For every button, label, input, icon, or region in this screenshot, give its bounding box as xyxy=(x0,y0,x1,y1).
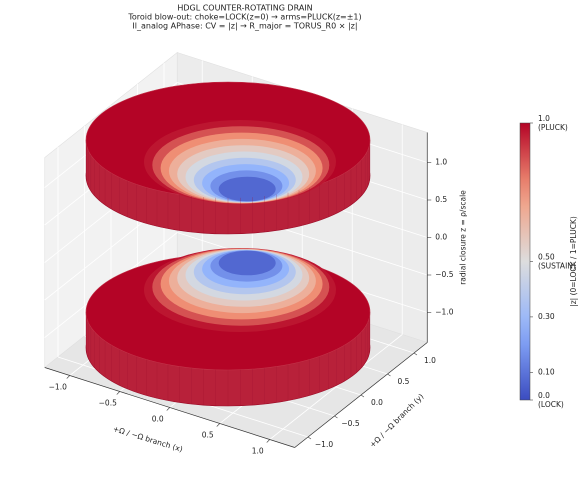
x-tick-label: 1.0 xyxy=(252,447,264,456)
colorbar-tick-label: 0.30 xyxy=(538,312,555,321)
toroid-surface xyxy=(85,81,371,235)
z-tick-label: −1.0 xyxy=(435,308,453,317)
colorbar-tick-label: 0.0 xyxy=(538,391,550,400)
z-tick-label: 1.0 xyxy=(435,158,447,167)
y-tick-label: −1.0 xyxy=(315,440,333,449)
axis-line xyxy=(294,342,428,448)
x-tick-label: 0.5 xyxy=(202,431,214,440)
y-tick-label: −0.5 xyxy=(341,419,359,428)
tick-mark xyxy=(116,391,120,395)
axis-line xyxy=(44,367,295,448)
x-tick-label: 0.0 xyxy=(152,415,164,424)
z-tick-label: 0.0 xyxy=(435,233,447,242)
z-tick-label: −0.5 xyxy=(435,270,453,279)
toroid-band xyxy=(218,176,276,202)
x-axis-label: +Ω / −Ω branch (x) xyxy=(112,424,184,454)
y-tick-label: 0.0 xyxy=(371,398,383,407)
tick-mark xyxy=(334,415,338,419)
tick-mark xyxy=(216,423,220,427)
colorbar-tick-label: 1.0 xyxy=(538,114,550,123)
x-tick-label: −1.0 xyxy=(49,383,67,392)
y-tick-label: 0.5 xyxy=(398,377,410,386)
tick-mark xyxy=(66,375,70,379)
tick-mark xyxy=(387,373,391,377)
y-tick-label: 1.0 xyxy=(424,356,436,365)
z-tick-label: 0.5 xyxy=(435,195,447,204)
tick-mark xyxy=(413,352,418,356)
chart-title: HDGL COUNTER-ROTATING DRAIN xyxy=(177,4,312,13)
chart-subtitle: Il_analog APhase: CV = |z| → R_major = T… xyxy=(132,22,357,31)
colorbar-tick-label: 0.50 xyxy=(538,253,555,262)
colorbar-tick-sublabel: (SUSTAIN) xyxy=(538,262,576,271)
colorbar-tick-sublabel: (LOCK) xyxy=(538,400,564,409)
tick-mark xyxy=(166,407,170,411)
tick-mark xyxy=(266,439,270,443)
colorbar-tick-label: 0.10 xyxy=(538,367,555,376)
colorbar-label: |z| (0=LOCK / 1=PLUCK) xyxy=(569,216,578,307)
tick-mark xyxy=(307,436,312,440)
toroid-surface xyxy=(85,248,371,407)
z-axis-label: radial closure z = ρ/scale xyxy=(458,190,467,285)
colorbar xyxy=(519,122,531,401)
toroid-band xyxy=(218,250,276,276)
x-tick-label: −0.5 xyxy=(99,399,117,408)
tick-mark xyxy=(360,394,365,398)
chart-subtitle: Toroid blow-out: choke=LOCK(z=0) → arms=… xyxy=(127,13,361,22)
colorbar-tick-sublabel: (PLUCK) xyxy=(538,123,568,132)
